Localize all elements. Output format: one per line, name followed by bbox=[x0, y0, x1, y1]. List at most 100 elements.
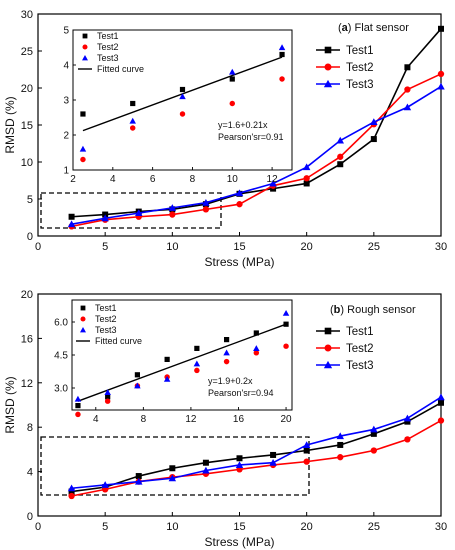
legend-label: Test3 bbox=[346, 360, 374, 372]
inset-legend-marker bbox=[80, 316, 86, 322]
data-point-test1 bbox=[370, 430, 377, 437]
series-line-test3 bbox=[71, 396, 442, 490]
inset-point-test2 bbox=[253, 350, 260, 356]
inset-point-test3 bbox=[129, 117, 136, 124]
inset-point-test3 bbox=[179, 93, 186, 100]
inset-x-tick-label: 4 bbox=[93, 414, 99, 425]
data-point-test3 bbox=[403, 103, 412, 111]
y-tick-label: 15 bbox=[21, 120, 33, 132]
inset-y-tick-label: 4.5 bbox=[54, 351, 68, 362]
y-tick-label: 25 bbox=[21, 46, 33, 58]
legend-label: Test1 bbox=[346, 45, 374, 57]
inset-y-tick-label: 2 bbox=[63, 131, 69, 142]
y-tick-label: 5 bbox=[27, 194, 33, 206]
inset-legend-label: Fitted curve bbox=[97, 64, 144, 74]
legend-swatch-marker bbox=[323, 79, 333, 88]
inset-point-test1 bbox=[229, 76, 235, 82]
x-axis-label: Stress (MPa) bbox=[204, 255, 274, 269]
inset-y-tick-label: 3 bbox=[63, 96, 69, 107]
panel-b: 0 5 10 15 20 25 30 0 4 8 12 16 20 Stress (MPa) RMSD (%… bbox=[3, 289, 447, 549]
data-point-test1 bbox=[270, 451, 277, 458]
x-tick-label: 0 bbox=[35, 521, 41, 533]
series-line-test2 bbox=[71, 73, 442, 228]
inset-legend-marker bbox=[80, 327, 86, 333]
inset-point-test1 bbox=[164, 356, 170, 362]
inset-x-tick-label: 10 bbox=[227, 174, 239, 185]
inset-point-test3 bbox=[278, 44, 286, 51]
x-tick-label: 5 bbox=[102, 241, 108, 253]
y-tick-label: 4 bbox=[27, 467, 33, 479]
x-tick-label: 20 bbox=[301, 241, 313, 253]
data-point-test2 bbox=[169, 211, 176, 218]
data-point-test1 bbox=[404, 418, 411, 425]
y-tick-label: 12 bbox=[21, 378, 33, 390]
inset-point-test3 bbox=[79, 145, 87, 152]
inset-legend-label: Fitted curve bbox=[95, 336, 142, 346]
inset-y-tick-label: 3.0 bbox=[54, 384, 68, 395]
inset-frame bbox=[72, 29, 293, 171]
data-point-test2 bbox=[202, 206, 210, 213]
inset-point-test1 bbox=[253, 330, 259, 336]
data-point-test2 bbox=[404, 86, 411, 93]
data-point-test3 bbox=[67, 220, 76, 228]
inset-y-tick-label: 4 bbox=[63, 61, 69, 72]
data-point-test1 bbox=[202, 459, 209, 466]
fitted-curve-line bbox=[77, 323, 287, 402]
legend-label: Test1 bbox=[346, 326, 374, 338]
inset-point-test1 bbox=[105, 394, 111, 400]
x-tick-label: 20 bbox=[301, 521, 313, 533]
inset-point-test1 bbox=[134, 372, 141, 378]
inset-point-test3 bbox=[74, 395, 82, 402]
data-point-test3 bbox=[67, 484, 76, 492]
y-tick-label: 10 bbox=[21, 157, 33, 169]
data-point-test3 bbox=[302, 163, 311, 171]
data-point-test2 bbox=[236, 201, 243, 208]
inset-point-test1 bbox=[130, 100, 136, 107]
inset-point-test3 bbox=[134, 382, 141, 389]
inset-point-test2 bbox=[80, 156, 86, 163]
legend-swatch-marker bbox=[324, 46, 332, 54]
data-point-test3 bbox=[336, 136, 344, 144]
data-point-test1 bbox=[337, 161, 344, 168]
y-tick-label: 0 bbox=[27, 511, 33, 523]
inset-point-test1 bbox=[194, 345, 200, 351]
data-point-test3 bbox=[336, 432, 344, 440]
data-point-test3 bbox=[437, 393, 445, 401]
data-point-test3 bbox=[302, 441, 311, 448]
inset-x-tick-label: 6 bbox=[150, 174, 156, 185]
inset-x-tick-label: 8 bbox=[190, 174, 196, 185]
inset-x-tick-label: 16 bbox=[233, 414, 245, 425]
inset-x-tick-label: 20 bbox=[280, 414, 292, 425]
inset-legend-label: Test2 bbox=[95, 314, 117, 324]
fit-annotation: y=1.9+0.2x bbox=[208, 376, 253, 386]
x-tick-label: 10 bbox=[166, 521, 178, 533]
inset-point-test3 bbox=[193, 360, 201, 367]
data-point-test2 bbox=[303, 175, 310, 182]
legend-swatch-marker bbox=[324, 63, 332, 71]
inset-point-test3 bbox=[223, 349, 230, 356]
data-point-test3 bbox=[135, 477, 143, 485]
data-point-test3 bbox=[101, 481, 109, 488]
inset-legend-marker bbox=[82, 33, 88, 39]
inset-point-test2 bbox=[179, 111, 186, 117]
fit-annotation: y=1.6+0.21x bbox=[218, 120, 268, 130]
inset-y-tick-label: 1 bbox=[63, 166, 69, 177]
x-tick-label: 5 bbox=[102, 521, 108, 533]
data-point-test1 bbox=[337, 441, 344, 448]
data-point-test2 bbox=[337, 454, 344, 461]
data-point-test3 bbox=[168, 204, 177, 211]
inset-point-test1 bbox=[279, 51, 285, 58]
inset-point-test2 bbox=[129, 125, 136, 131]
data-point-test1 bbox=[135, 473, 142, 480]
x-tick-label: 25 bbox=[368, 241, 380, 253]
y-axis-label: RMSD (%) bbox=[3, 96, 17, 153]
data-point-test2 bbox=[370, 447, 377, 454]
x-tick-label: 0 bbox=[35, 241, 41, 253]
data-point-test2 bbox=[68, 492, 75, 500]
inset-x-tick-label: 8 bbox=[141, 414, 147, 425]
data-point-test1 bbox=[68, 213, 75, 220]
inset-y-tick-label: 5 bbox=[63, 26, 69, 37]
